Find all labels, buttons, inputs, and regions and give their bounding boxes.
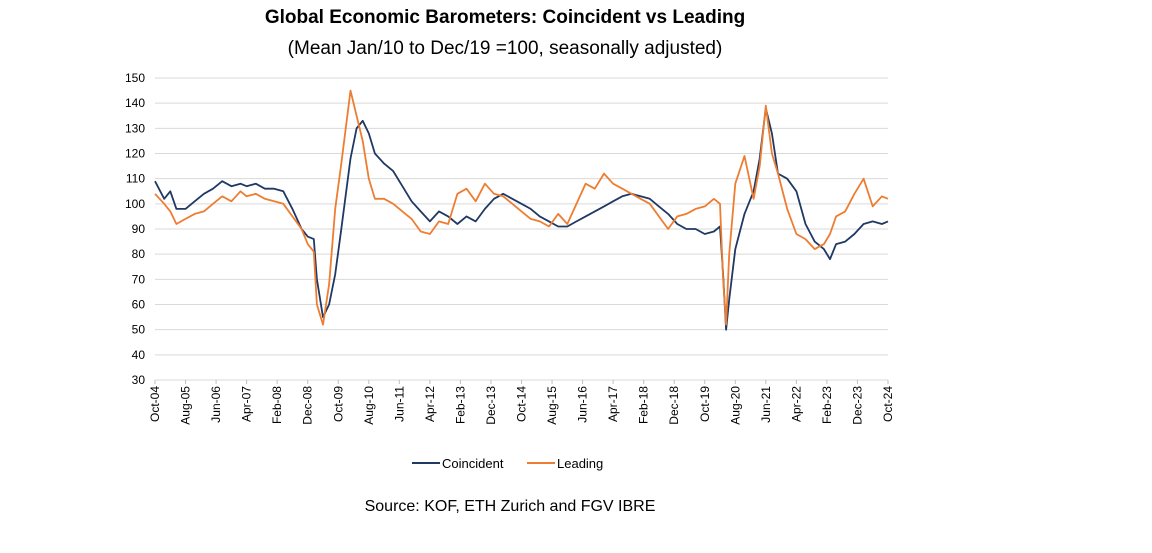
x-tick-label: Feb-18 xyxy=(637,386,651,424)
x-tick-label: Apr-22 xyxy=(789,386,803,422)
x-tick-label: Aug-20 xyxy=(728,386,742,425)
x-tick-label: Feb-08 xyxy=(270,386,284,424)
x-tick-label: Aug-15 xyxy=(545,386,559,425)
y-tick-label: 130 xyxy=(125,121,145,135)
x-tick-label: Oct-09 xyxy=(331,386,345,422)
chart-title: Global Economic Barometers: Coincident v… xyxy=(264,7,746,28)
legend-label-leading: Leading xyxy=(557,456,603,471)
x-tick-label: Apr-07 xyxy=(240,386,254,422)
x-tick-label: Apr-17 xyxy=(606,386,620,422)
x-tick-label: Feb-23 xyxy=(820,386,834,424)
chart-source-note: Source: KOF, ETH Zurich and FGV IBRE xyxy=(364,498,656,515)
y-tick-label: 60 xyxy=(132,298,146,312)
leading-series-line xyxy=(154,89,889,326)
x-tick-label: Jun-11 xyxy=(392,386,406,422)
x-tick-label: Aug-10 xyxy=(362,386,376,425)
x-tick-label: Apr-12 xyxy=(423,386,437,422)
x-tick-label: Dec-08 xyxy=(301,386,315,425)
y-tick-label: 100 xyxy=(125,197,145,211)
x-tick-label: Jun-06 xyxy=(209,386,223,423)
chart-subtitle: (Mean Jan/10 to Dec/19 =100, seasonally … xyxy=(287,38,723,59)
y-tick-label: 140 xyxy=(125,96,145,110)
x-tick-label: Oct-14 xyxy=(515,386,529,422)
y-tick-label: 50 xyxy=(132,323,146,337)
coincident-series-line xyxy=(154,107,889,331)
y-tick-label: 30 xyxy=(132,373,146,387)
y-tick-label: 40 xyxy=(132,348,146,362)
x-tick-label: Dec-23 xyxy=(850,386,864,425)
x-tick-label: Dec-18 xyxy=(667,386,681,425)
x-tick-label: Dec-13 xyxy=(484,386,498,425)
x-tick-label: Feb-13 xyxy=(453,386,467,424)
y-tick-label: 90 xyxy=(132,222,146,236)
x-tick-label: Jun-21 xyxy=(759,386,773,423)
x-tick-label: Oct-19 xyxy=(698,386,712,422)
y-tick-label: 120 xyxy=(125,147,145,161)
x-tick-label: Aug-05 xyxy=(179,386,193,425)
y-tick-label: 70 xyxy=(132,272,146,286)
y-tick-label: 110 xyxy=(126,172,145,186)
y-tick-label: 150 xyxy=(125,71,145,85)
x-tick-label: Jun-16 xyxy=(576,386,590,423)
x-tick-label: Oct-24 xyxy=(881,386,895,422)
y-tick-label: 80 xyxy=(132,247,146,261)
x-tick-label: Oct-04 xyxy=(148,386,162,422)
legend-label-coincident: Coincident xyxy=(442,456,504,471)
